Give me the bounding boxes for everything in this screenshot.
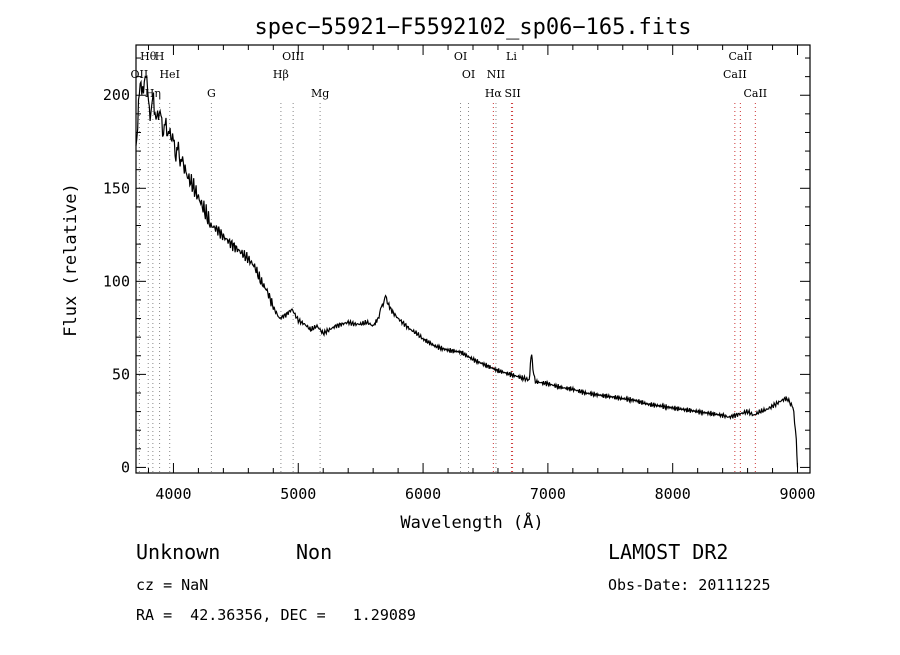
spectral-line-label: G: [207, 87, 216, 100]
spectral-line-label: Mg: [311, 87, 329, 100]
spectral-line-label: OI: [462, 68, 475, 81]
spectral-line-label: CaII: [723, 68, 747, 81]
survey-name: LAMOST DR2: [608, 540, 728, 564]
spectral-line-label: CaII: [743, 87, 767, 100]
spectral-line-label: OI: [454, 50, 467, 63]
sky-coordinates: RA = 42.36356, DEC = 1.29089: [136, 606, 416, 624]
redshift-cz: cz = NaN: [136, 576, 208, 594]
x-axis-label: Wavelength (Å): [400, 511, 543, 533]
spectral-line-label: SII: [504, 87, 520, 100]
observation-date: Obs-Date: 20111225: [608, 576, 771, 594]
y-tick-label: 100: [103, 272, 130, 290]
x-tick-label: 9000: [779, 485, 815, 503]
y-axis-label: Flux (relative): [61, 183, 81, 337]
spectral-line-label: Li: [506, 50, 517, 63]
spectral-line-label: Hβ: [273, 68, 289, 81]
x-tick-label: 7000: [530, 485, 566, 503]
x-tick-label: 8000: [655, 485, 691, 503]
axis-ticks: 4000 5000 6000 7000 8000 9000 0 50 100 150 200: [103, 45, 816, 503]
spectral-line-label: OII: [131, 68, 149, 81]
spectral-line-label: H: [155, 50, 165, 63]
spectrum-series-line: [135, 75, 799, 468]
chart-title: spec−55921−F5592102_sp06−165.fits: [254, 15, 691, 40]
y-tick-label: 0: [121, 458, 130, 476]
x-tick-label: 6000: [405, 485, 441, 503]
spectral-line-label: NII: [487, 68, 505, 81]
spectral-line-label: Hα: [485, 87, 503, 100]
spectral-line-markers: HθOIIHηHHeIGHβOIIIMgOIOIHαNIILiSIICaIICa…: [131, 50, 767, 473]
x-tick-label: 4000: [155, 485, 191, 503]
spectral-line-label: OIII: [282, 50, 304, 63]
plot-frame: [135, 44, 811, 474]
spectral-class: Unknown: [136, 540, 220, 564]
y-tick-label: 150: [103, 179, 130, 197]
y-tick-label: 50: [112, 365, 130, 383]
spectral-line-label: HeI: [159, 68, 179, 81]
x-tick-label: 5000: [280, 485, 316, 503]
spectral-line-label: CaII: [729, 50, 753, 63]
spectral-subclass: Non: [296, 540, 332, 564]
y-tick-label: 200: [103, 86, 130, 104]
spectral-line-label: Hθ: [140, 50, 157, 63]
